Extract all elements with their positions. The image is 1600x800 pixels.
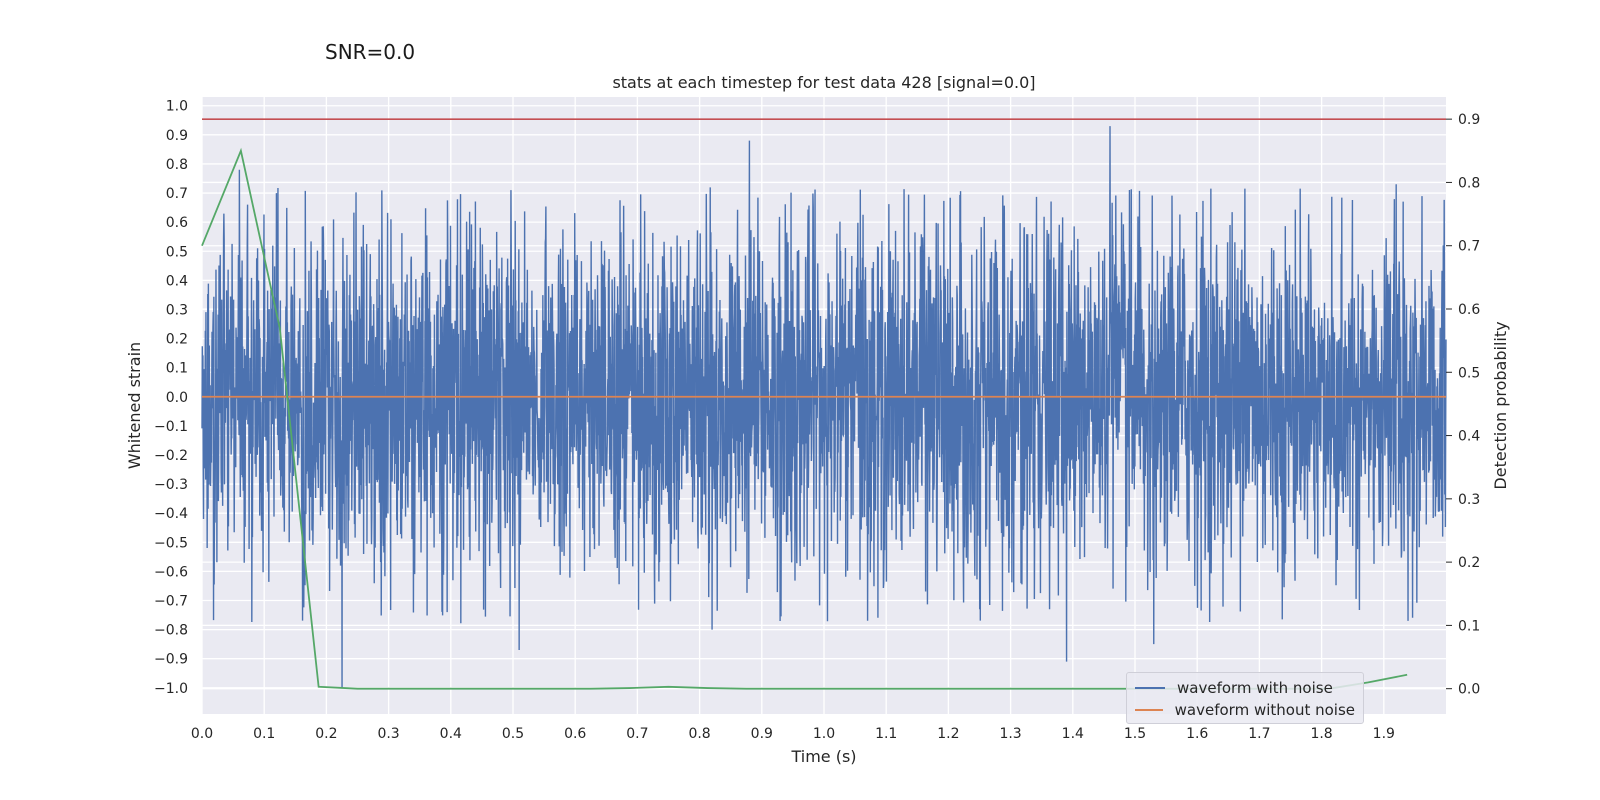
y-tick-label: −0.4 (154, 506, 188, 522)
y-tick-label: 0.5 (166, 244, 188, 260)
y-tick-label: −0.3 (154, 477, 188, 493)
series-waveform-with-noise (201, 126, 1447, 688)
y2-tick-label: 0.5 (1458, 365, 1480, 381)
x-tick-label: 0.7 (626, 726, 648, 742)
y2-tick-label: 0.8 (1458, 175, 1480, 191)
y-tick-label: 0.3 (166, 302, 188, 318)
legend-label-clean: waveform without noise (1174, 701, 1355, 719)
y-tick-label: 0.8 (166, 157, 188, 173)
y2-tick-label: 0.9 (1458, 112, 1480, 128)
y-tick-label: 1.0 (166, 99, 188, 115)
y-tick-label: 0.0 (166, 390, 188, 406)
x-tick-label: 1.3 (999, 726, 1021, 742)
y-tick-label: 0.4 (166, 273, 188, 289)
y2-axis-label: Detection probability (1491, 321, 1510, 489)
x-tick-label: 0.3 (377, 726, 399, 742)
y-tick-label: −0.9 (154, 652, 188, 668)
x-tick-label: 0.4 (440, 726, 462, 742)
y-tick-label: −0.5 (154, 535, 188, 551)
chart-title: stats at each timestep for test data 428… (612, 73, 1035, 92)
x-tick-label: 1.5 (1124, 726, 1146, 742)
x-tick-label: 0.1 (253, 726, 275, 742)
x-tick-label: 0.5 (502, 726, 524, 742)
x-tick-label: 1.9 (1373, 726, 1395, 742)
y2-tick-label: 0.6 (1458, 302, 1480, 318)
x-tick-label: 1.0 (813, 726, 835, 742)
y-tick-label: −0.1 (154, 419, 188, 435)
y-tick-label: −1.0 (154, 681, 188, 697)
legend-label-noise: waveform with noise (1177, 679, 1333, 697)
x-tick-label: 0.6 (564, 726, 586, 742)
y-axis-label: Whitened strain (125, 342, 144, 469)
figure-suptitle: SNR=0.0 (325, 40, 416, 64)
y-tick-label: 0.6 (166, 215, 188, 231)
x-tick-label: 0.9 (751, 726, 773, 742)
y2-tick-label: 0.0 (1458, 682, 1480, 698)
y-tick-label: −0.7 (154, 593, 188, 609)
legend-entry-clean: waveform without noise (1135, 699, 1355, 721)
x-tick-label: 0.0 (191, 726, 213, 742)
y2-tick-label: 0.4 (1458, 429, 1480, 445)
y2-tick-label: 0.7 (1458, 239, 1480, 255)
legend-swatch-noise (1135, 687, 1165, 689)
y-tick-label: −0.8 (154, 623, 188, 639)
x-tick-label: 0.2 (315, 726, 337, 742)
y2-tick-label: 0.1 (1458, 618, 1480, 634)
legend-entry-noise: waveform with noise (1135, 677, 1355, 699)
x-tick-label: 1.6 (1186, 726, 1208, 742)
y-tick-label: 0.7 (166, 186, 188, 202)
x-tick-label: 1.1 (875, 726, 897, 742)
legend-swatch-clean (1135, 709, 1163, 711)
y-tick-label: 0.2 (166, 332, 188, 348)
x-axis-label: Time (s) (790, 747, 856, 766)
x-tick-label: 1.2 (937, 726, 959, 742)
y2-tick-label: 0.2 (1458, 555, 1480, 571)
y-tick-label: −0.2 (154, 448, 188, 464)
x-tick-label: 1.4 (1062, 726, 1084, 742)
x-tick-label: 1.8 (1310, 726, 1332, 742)
y2-tick-label: 0.3 (1458, 492, 1480, 508)
x-tick-label: 0.8 (688, 726, 710, 742)
y-tick-label: −0.6 (154, 564, 188, 580)
x-tick-label: 1.7 (1248, 726, 1270, 742)
y-tick-label: 0.1 (166, 361, 188, 377)
y-tick-label: 0.9 (166, 128, 188, 144)
chart-legend: waveform with noise waveform without noi… (1126, 672, 1364, 724)
